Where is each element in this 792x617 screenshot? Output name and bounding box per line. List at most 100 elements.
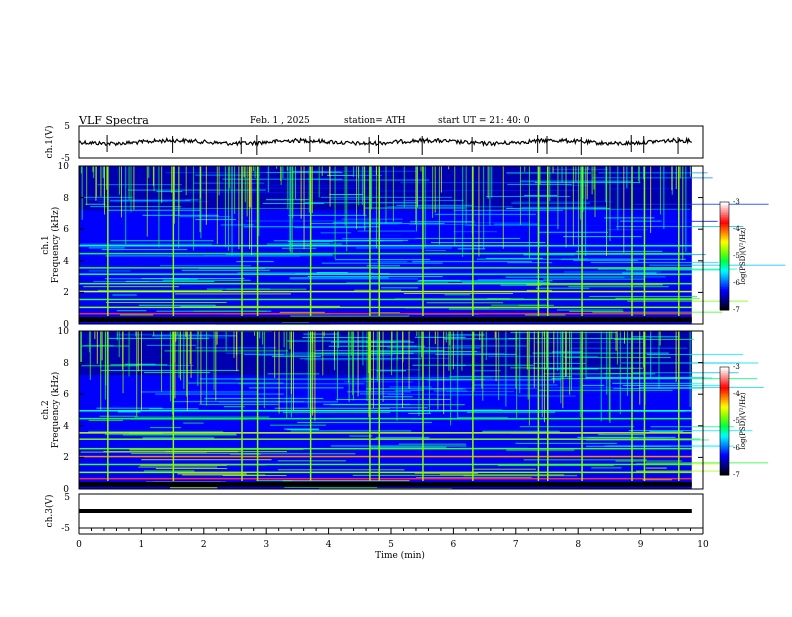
ch1-waveform-spikes (107, 135, 678, 155)
spectrogram-speckle (223, 475, 287, 476)
spectrogram-sferic (580, 166, 581, 220)
spectrogram-speckle (89, 420, 123, 421)
ch3-waveform-line (79, 509, 692, 513)
x-tick-label: 6 (451, 540, 457, 550)
colorbar-segment (720, 367, 729, 369)
spectrogram-speckle (532, 353, 668, 354)
spectrogram-sferic (639, 166, 640, 183)
ch2-spectrogram-ylabel: Frequency (kHz) (50, 372, 61, 449)
spectrogram-sferic (147, 166, 148, 237)
spectrogram-impulse (257, 331, 259, 481)
spectrogram-sferic (186, 331, 187, 396)
spectrogram-speckle (615, 461, 682, 462)
spectrogram-sferic (284, 331, 285, 347)
spectrogram-speckle (598, 269, 737, 270)
spectrogram-sferic (483, 166, 484, 249)
spectrogram-speckle (163, 280, 251, 281)
spectrogram-speckle (101, 370, 240, 371)
spectrogram-sferic (312, 331, 313, 343)
x-tick-label: 5 (388, 540, 394, 550)
spectrogram-sferic (102, 331, 103, 360)
spectrogram-sferic (225, 166, 226, 247)
spectrogram-speckle (418, 280, 460, 281)
spectrogram-sferic (462, 166, 463, 257)
spectrogram-sferic (578, 166, 579, 259)
spectrogram-sferic (309, 166, 310, 213)
spectrogram-sferic (119, 166, 120, 195)
spectrogram-speckle (557, 310, 623, 311)
spectrogram-sferic (117, 331, 118, 340)
spectrogram-sferic (158, 166, 159, 247)
spectrogram-impulse (644, 331, 646, 481)
spectrogram-speckle (458, 248, 485, 249)
spectrogram-speckle (626, 269, 721, 270)
spectrogram-impulse (379, 331, 381, 481)
spectrogram-sferic (93, 166, 94, 178)
spectrogram-speckle (183, 423, 203, 424)
spectrogram-sferic (650, 166, 651, 233)
spectrogram-speckle (83, 286, 179, 287)
spectrogram-speckle (449, 309, 539, 310)
spectrogram-sferic (524, 166, 525, 172)
spectrogram-speckle (97, 201, 209, 202)
spectrogram-speckle (126, 281, 214, 282)
spectrogram-speckle (409, 224, 476, 225)
spectrogram-sferic (314, 331, 315, 421)
spectrogram-speckle (519, 305, 554, 306)
spectrogram-speckle (152, 335, 236, 336)
spectrogram-sferic (562, 331, 563, 377)
spectrogram-sferic (588, 166, 589, 170)
spectrogram-speckle (89, 270, 130, 271)
ch1-ytick-2: 2 (63, 288, 69, 298)
spectrogram-sferic (376, 166, 377, 249)
spectrogram-sferic (94, 331, 95, 339)
spectrogram-speckle (604, 217, 655, 218)
spectrogram-sferic (658, 331, 659, 389)
spectrogram-sferic (690, 331, 691, 407)
x-axis-label: Time (min) (375, 550, 425, 561)
x-tick-label: 4 (326, 540, 332, 550)
x-tick-label: 1 (139, 540, 145, 550)
spectrogram-sferic (569, 331, 570, 395)
spectrogram-sferic (289, 331, 290, 349)
spectrogram-speckle (593, 177, 713, 178)
spectrogram-speckle (280, 312, 325, 313)
spectrogram-speckle (98, 184, 182, 185)
spectrogram-speckle (646, 468, 667, 469)
ch2-spectrogram-image (79, 331, 768, 489)
spectrogram-sferic (100, 166, 101, 197)
spectrogram-speckle (417, 281, 543, 282)
spectrogram-sferic (287, 166, 288, 209)
spectrogram-line (79, 299, 692, 301)
spectrogram-speckle (525, 315, 566, 316)
spectrogram-sferic (593, 166, 594, 190)
ch1-waveform-line (79, 139, 692, 146)
spectrogram-sferic (100, 331, 101, 367)
spectrogram-speckle (516, 443, 617, 444)
spectrogram-sferic (234, 166, 235, 214)
spectrogram-speckle (609, 188, 681, 189)
spectrogram-sferic (312, 166, 313, 213)
spectrogram-sferic (528, 331, 529, 400)
spectrogram-speckle (144, 470, 194, 471)
spectrogram-line (79, 253, 692, 255)
spectrogram-speckle (331, 445, 467, 446)
spectrogram-impulse (173, 331, 175, 481)
spectrogram-sferic (595, 166, 596, 217)
spectrogram-sferic (503, 166, 504, 249)
spectrogram-speckle (426, 302, 503, 303)
spectrogram-sferic (580, 331, 581, 417)
spectrogram-speckle (147, 345, 197, 346)
spectrogram-impulse (257, 166, 259, 316)
spectrogram-sferic (217, 166, 218, 244)
spectrogram-sferic (131, 166, 132, 212)
spectrogram-sferic (301, 166, 302, 219)
spectrogram-sferic (486, 331, 487, 360)
spectrogram-sferic (334, 331, 335, 361)
x-tick-label: 10 (697, 540, 709, 550)
spectrogram-sferic (391, 331, 392, 341)
spectrogram-speckle (454, 210, 563, 211)
spectrogram-speckle (486, 258, 543, 259)
spectrogram-speckle (576, 251, 662, 252)
